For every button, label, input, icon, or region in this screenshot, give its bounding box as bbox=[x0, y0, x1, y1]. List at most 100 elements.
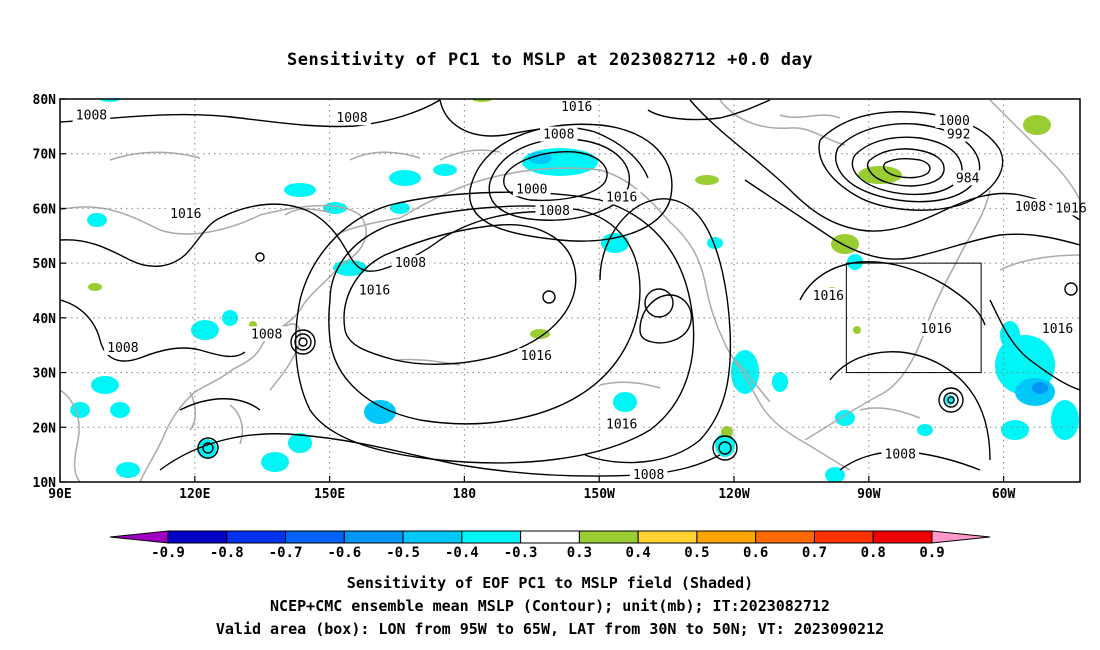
colorbar-label: 0.8 bbox=[861, 545, 886, 561]
mslp-closed-isobar bbox=[255, 252, 265, 262]
coastline bbox=[349, 151, 421, 161]
contour-label: 1016 bbox=[355, 282, 394, 299]
contour-label-bg bbox=[72, 107, 111, 123]
coastline bbox=[334, 217, 401, 236]
mslp-closed-isobar bbox=[712, 435, 738, 461]
mslp-closed-isobar bbox=[644, 288, 674, 318]
lat-tick-label: 80N bbox=[33, 93, 57, 108]
contour-label-text: 1016 bbox=[1042, 322, 1073, 337]
lat-tick-label: 10N bbox=[33, 476, 57, 491]
colorbar-swatch bbox=[578, 530, 639, 544]
sensitivity-patch bbox=[87, 213, 107, 227]
mslp-isobar bbox=[60, 203, 551, 272]
coastline bbox=[189, 391, 196, 431]
contour-label-text: 1016 bbox=[561, 100, 592, 115]
contour-labels: 1008 100810161008100099298410161000100810… bbox=[72, 99, 1090, 483]
colorbar-swatch bbox=[402, 530, 463, 544]
mslp-isobar bbox=[989, 299, 1080, 391]
contour-label: 1016 bbox=[167, 205, 205, 222]
map-frame bbox=[59, 98, 1081, 483]
contour-label-text: 1008 bbox=[633, 468, 664, 483]
contour-label-bg bbox=[539, 126, 578, 142]
colorbar-swatch bbox=[637, 530, 698, 544]
sensitivity-patch bbox=[1051, 400, 1079, 440]
mslp-closed-isobar bbox=[542, 290, 556, 304]
contour-label: 1008 bbox=[247, 326, 286, 342]
coastline bbox=[229, 404, 244, 445]
mslp-isobar bbox=[488, 138, 631, 221]
mslp-isobar bbox=[818, 111, 1004, 211]
sensitivity-patch bbox=[70, 402, 90, 418]
contour-label-text: 1008 bbox=[539, 204, 570, 219]
sensitivity-patch bbox=[831, 234, 859, 254]
mslp-isobar bbox=[503, 151, 608, 202]
mslp-isobar bbox=[179, 398, 261, 411]
sensitivity-patch bbox=[853, 326, 861, 334]
lat-tick-label: 30N bbox=[33, 367, 57, 382]
contour-label: 1008 bbox=[629, 466, 668, 483]
mslp-closed-isobar bbox=[290, 329, 316, 355]
contour-label-bg bbox=[1011, 198, 1050, 214]
contour-label-text: 1008 bbox=[543, 128, 574, 143]
valid-area-box bbox=[845, 262, 982, 374]
contour-label: 984 bbox=[953, 170, 983, 186]
contour-label: 1008 bbox=[535, 203, 574, 219]
contour-label-bg bbox=[881, 446, 920, 462]
contour-label-text: 1016 bbox=[521, 349, 552, 364]
contour-label-bg bbox=[167, 205, 205, 221]
sensitivity-patch bbox=[288, 433, 312, 453]
sensitivity-patch bbox=[707, 237, 723, 249]
colorbar-swatch bbox=[872, 530, 933, 544]
contour-label-bg bbox=[513, 181, 551, 197]
contour-label: 992 bbox=[944, 126, 974, 143]
contour-label: 1016 bbox=[1038, 320, 1077, 337]
sensitivity-patch bbox=[191, 320, 219, 340]
colorbar-label: -0.4 bbox=[445, 545, 479, 561]
contour-label: 1000 bbox=[935, 112, 973, 129]
lon-tick-label: 150E bbox=[314, 487, 345, 502]
contour-label: 1008 bbox=[539, 126, 578, 143]
coastline bbox=[719, 99, 846, 146]
contour-label-text: 1008 bbox=[107, 341, 138, 356]
contour-label-text: 984 bbox=[956, 171, 980, 186]
sensitivity-patch bbox=[88, 283, 102, 291]
sensitivity-patch bbox=[433, 164, 457, 176]
lat-tick-label: 50N bbox=[33, 257, 57, 272]
coastline bbox=[599, 381, 661, 389]
contour-label: 1008 bbox=[881, 446, 920, 463]
colorbar-label: -0.7 bbox=[269, 545, 303, 561]
mslp-closed-isobar bbox=[294, 333, 312, 351]
colorbar-label: 0.3 bbox=[567, 545, 592, 561]
contour-label: 1016 bbox=[557, 99, 596, 115]
contour-label-text: 1008 bbox=[251, 327, 282, 342]
colorbar-swatch bbox=[520, 530, 580, 544]
contour-label: 1008 bbox=[72, 107, 111, 123]
colorbar-swatch bbox=[461, 530, 522, 544]
contour-label-text: 1016 bbox=[606, 190, 637, 205]
sensitivity-patch bbox=[528, 152, 552, 164]
contour-label-bg bbox=[917, 320, 956, 336]
sensitivity-patch bbox=[530, 329, 550, 339]
colorbar-swatch bbox=[226, 530, 287, 544]
contour-label-bg bbox=[602, 416, 641, 432]
contour-label: 1016 bbox=[1052, 200, 1090, 216]
lat-tick-label: 60N bbox=[33, 202, 57, 217]
coastline bbox=[284, 208, 331, 216]
mslp-isobar bbox=[60, 99, 441, 128]
mslp-closed-isobar bbox=[938, 387, 964, 413]
mslp-isobar bbox=[799, 261, 986, 326]
caption-contour: NCEP+CMC ensemble mean MSLP (Contour); u… bbox=[270, 597, 830, 615]
sensitivity-patch bbox=[1023, 115, 1051, 135]
contour-label-bg bbox=[944, 126, 974, 142]
axis-tick-labels: 90E 120E 150E 180 150W 120W 90W 60W 80N 70N 60N 50N… bbox=[33, 93, 1016, 502]
lon-tick-label: 150W bbox=[584, 487, 615, 502]
contour-label-text: 1000 bbox=[939, 114, 970, 129]
contour-label: 1008 bbox=[104, 339, 142, 356]
contour-label-bg bbox=[355, 282, 394, 298]
mslp-closed-isobar bbox=[943, 392, 959, 408]
mslp-isobar bbox=[829, 351, 991, 461]
sensitivity-patch bbox=[364, 400, 396, 424]
contour-label-text: 1016 bbox=[170, 207, 201, 222]
lon-tick-label: 120W bbox=[718, 487, 749, 502]
